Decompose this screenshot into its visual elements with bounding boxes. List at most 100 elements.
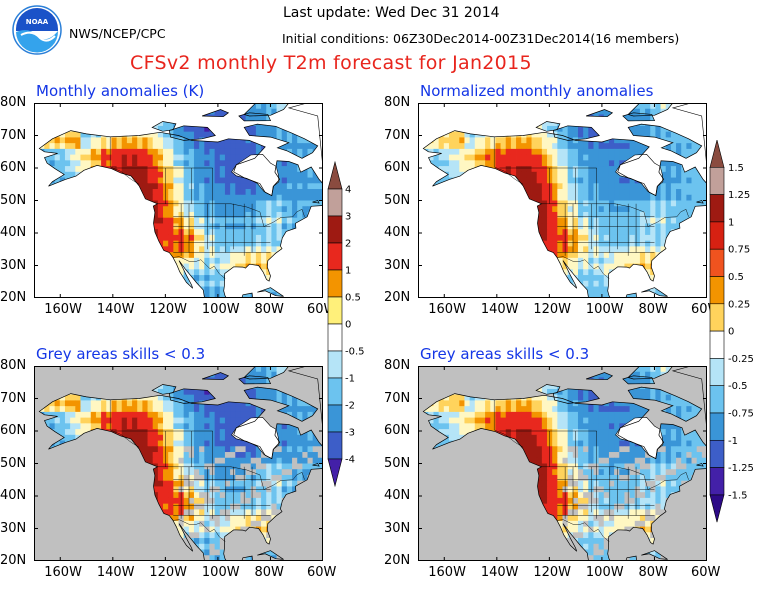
frame-ticks xyxy=(34,366,323,561)
lat-tick-label: 70N xyxy=(384,127,411,143)
colorbar-label: 1.25 xyxy=(728,190,750,201)
lat-tick-label: 60N xyxy=(0,423,27,438)
colorbar-label: -4 xyxy=(345,455,355,466)
colorbar-segment xyxy=(709,303,725,332)
panel-title-top-right: Normalized monthly anomalies xyxy=(420,82,654,100)
last-update: Last update: Wed Dec 31 2014 xyxy=(283,5,500,21)
lon-tick-label: 160W xyxy=(428,302,466,317)
colorbar-segment xyxy=(327,323,343,352)
lat-tick-label: 60N xyxy=(384,423,411,438)
page-title: CFSv2 monthly T2m forecast for Jan2015 xyxy=(130,52,532,74)
colorbar-label: 0.25 xyxy=(728,299,750,310)
initial-conditions: Initial conditions: 06Z30Dec2014-00Z31De… xyxy=(282,31,680,46)
coastlines xyxy=(38,103,323,298)
colorbar-label: 4 xyxy=(345,185,351,196)
lon-tick-label: 120W xyxy=(149,565,188,580)
colorbar-label: 0.5 xyxy=(728,272,744,283)
colorbar-label: -0.75 xyxy=(728,409,754,420)
colorbar-segment xyxy=(327,215,343,244)
lat-tick-label: 20N xyxy=(384,290,411,305)
colorbar-normalized: 1.5 1.25 1 0.75 0.5 0.25 0 -0.25 -0.5 -0.75 -1 -1.2… xyxy=(706,140,766,530)
frame-ticks xyxy=(418,103,707,298)
colorbar-label: 0.5 xyxy=(345,293,361,304)
lon-tick-label: 80W xyxy=(254,565,284,580)
colorbar-segment xyxy=(709,221,725,250)
lon-tick-label: 120W xyxy=(533,302,572,317)
boundaries xyxy=(493,136,689,279)
colorbar-arrow-top xyxy=(709,140,725,168)
map-panel-top-left xyxy=(34,103,323,298)
colorbar-arrow-bottom xyxy=(709,494,725,523)
map-panel-bottom-left xyxy=(34,366,323,561)
lat-tick-label: 40N xyxy=(384,488,411,503)
colorbar-label: -0.5 xyxy=(345,347,365,358)
lon-tick-label: 140W xyxy=(96,302,135,317)
lon-tick-label: 160W xyxy=(44,565,82,580)
lat-tick-label: 30N xyxy=(0,257,27,273)
colorbar-label: 0 xyxy=(728,327,734,338)
colorbar-segment xyxy=(327,377,343,406)
lat-tick-label: 80N xyxy=(0,358,27,373)
frame-ticks xyxy=(418,366,707,561)
map-panel-top-right xyxy=(418,103,707,298)
colorbar-normalized-svg: 1.5 1.25 1 0.75 0.5 0.25 0 -0.25 -0.5 -0.75 -1 -1.2… xyxy=(709,140,754,523)
lat-tick-label: 60N xyxy=(384,160,411,175)
lon-tick-label: 100W xyxy=(585,302,624,317)
colorbar-label: 1.5 xyxy=(728,163,744,174)
boundaries xyxy=(109,136,305,279)
colorbar-segment xyxy=(327,269,343,298)
colorbar-segment xyxy=(709,467,725,496)
coastlines xyxy=(422,366,707,561)
lat-tick-label: 50N xyxy=(384,455,411,471)
map-panel-bottom-right xyxy=(418,366,707,561)
colorbar-segment xyxy=(709,276,725,305)
lon-tick-label: 100W xyxy=(585,565,624,580)
lon-tick-label: 60W xyxy=(691,565,721,580)
lon-tick-label: 140W xyxy=(480,302,519,317)
colorbar-label: 0.75 xyxy=(728,245,750,256)
lon-tick-label: 80W xyxy=(254,302,284,317)
colorbar-label: -1.5 xyxy=(728,490,748,501)
colorbar-arrow-bottom xyxy=(327,458,343,488)
colorbar-segment xyxy=(327,188,343,217)
lat-tick-label: 60N xyxy=(0,160,27,175)
lon-tick-label: 140W xyxy=(96,565,135,580)
colorbar-segment xyxy=(327,296,343,325)
noaa-logo: NOAA xyxy=(12,5,62,55)
colorbar-label: -1 xyxy=(728,436,738,447)
map-svg xyxy=(34,103,323,298)
colorbar-segment xyxy=(709,358,725,386)
coastlines xyxy=(38,366,323,561)
lat-tick-label: 70N xyxy=(0,127,27,143)
lat-tick-label: 30N xyxy=(0,520,27,536)
lat-tick-label: 80N xyxy=(384,358,411,373)
lat-tick-label: 70N xyxy=(0,390,27,406)
colorbar-label: -2 xyxy=(345,401,355,412)
colorbar-arrow-top xyxy=(327,160,343,190)
colorbar-label: 2 xyxy=(345,239,351,250)
coastlines xyxy=(422,103,707,298)
lon-tick-label: 120W xyxy=(149,302,188,317)
colorbar-label: -0.5 xyxy=(728,381,748,392)
map-svg xyxy=(418,103,707,298)
colorbar-label: -3 xyxy=(345,428,355,439)
logo-text: NOAA xyxy=(26,18,49,26)
colorbar-segment xyxy=(709,194,725,223)
boundaries xyxy=(109,399,305,542)
colorbar-label: -0.25 xyxy=(728,354,754,365)
colorbar-segment xyxy=(709,439,725,468)
lat-tick-label: 40N xyxy=(0,488,27,503)
boundaries xyxy=(493,399,689,542)
lat-tick-label: 50N xyxy=(0,192,27,208)
colorbar-segment xyxy=(327,404,343,433)
colorbar-anomaly: 4 3 2 1 0.5 0 -0.5 -1 -2 -3 -4 xyxy=(326,160,366,490)
colorbar-segment xyxy=(709,166,725,195)
lon-tick-label: 120W xyxy=(533,565,572,580)
lon-tick-label: 80W xyxy=(638,565,668,580)
colorbar-segment xyxy=(709,248,725,277)
colorbar-segment xyxy=(327,431,343,460)
lat-tick-label: 30N xyxy=(384,520,411,536)
lat-tick-label: 70N xyxy=(384,390,411,406)
colorbar-segment xyxy=(709,412,725,441)
colorbar-segment xyxy=(709,385,725,414)
